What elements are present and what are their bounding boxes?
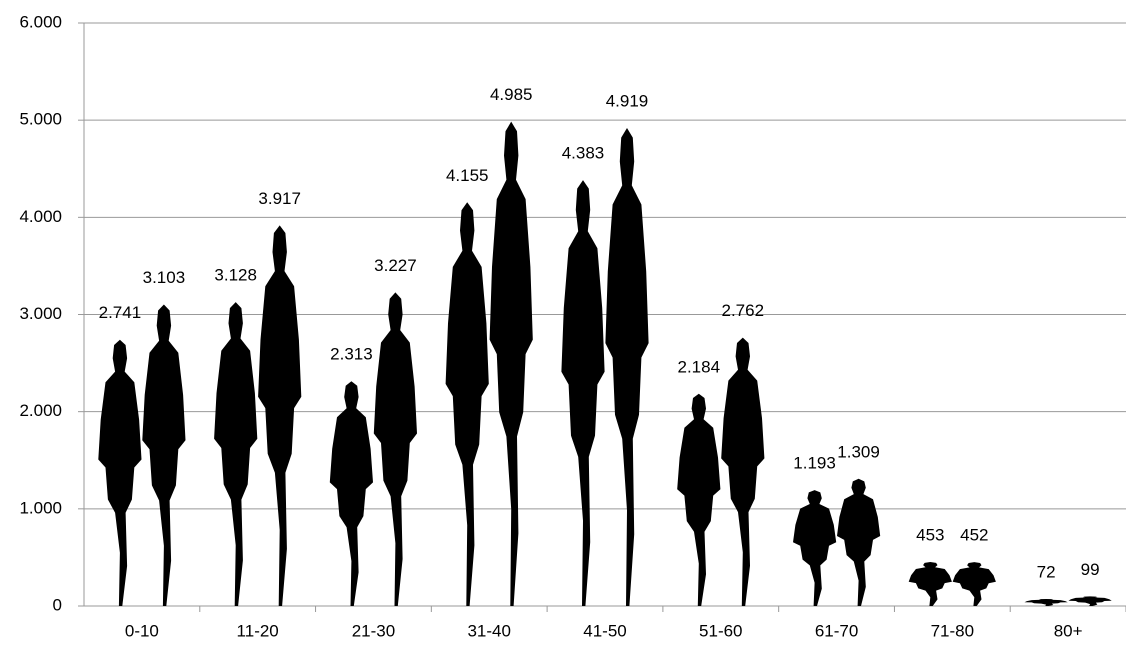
value-label: 3.103 — [143, 268, 186, 287]
runner — [489, 121, 533, 606]
value-label: 4.919 — [606, 92, 649, 111]
y-tick-label: 0 — [53, 595, 62, 614]
runner — [677, 393, 721, 606]
x-tick-label: 41-50 — [583, 621, 626, 640]
y-tick-label: 6.000 — [19, 12, 62, 31]
value-label: 453 — [916, 525, 944, 544]
value-label: 4.383 — [562, 144, 605, 163]
runner — [952, 562, 996, 606]
runner — [837, 478, 881, 606]
x-tick-label: 21-30 — [352, 621, 395, 640]
value-label: 2.184 — [678, 357, 721, 376]
value-label: 4.985 — [490, 85, 533, 104]
value-label: 99 — [1081, 560, 1100, 579]
runner — [793, 490, 837, 606]
y-tick-label: 1.000 — [19, 498, 62, 517]
value-label: 3.227 — [374, 256, 417, 275]
y-tick-label: 5.000 — [19, 110, 62, 129]
runner — [605, 128, 649, 606]
runner — [561, 180, 605, 606]
x-tick-label: 51-60 — [699, 621, 742, 640]
value-label: 2.741 — [99, 303, 142, 322]
runner — [1024, 599, 1068, 606]
y-tick-label: 2.000 — [19, 401, 62, 420]
runner — [329, 381, 373, 606]
value-label: 1.193 — [793, 454, 836, 473]
y-tick-label: 3.000 — [19, 304, 62, 323]
runner — [142, 304, 186, 606]
runner — [908, 562, 952, 606]
y-tick-label: 4.000 — [19, 207, 62, 226]
x-tick-label: 11-20 — [237, 621, 279, 640]
value-label: 4.155 — [446, 166, 489, 185]
value-label: 3.917 — [258, 189, 301, 208]
value-label: 72 — [1037, 562, 1056, 581]
runner — [1068, 596, 1112, 606]
runner — [214, 302, 258, 606]
x-tick-label: 80+ — [1054, 621, 1083, 640]
runner — [445, 202, 489, 607]
value-label: 1.309 — [837, 442, 880, 461]
runner — [373, 292, 417, 606]
value-label: 2.313 — [330, 345, 373, 364]
value-label: 452 — [960, 526, 988, 545]
x-tick-label: 61-70 — [815, 621, 858, 640]
runner — [258, 225, 302, 606]
x-tick-label: 71-80 — [931, 621, 974, 640]
value-label: 3.128 — [214, 266, 257, 285]
runner — [98, 339, 142, 606]
x-tick-label: 31-40 — [467, 621, 510, 640]
x-tick-label: 0-10 — [125, 621, 159, 640]
runner — [721, 337, 765, 606]
value-label: 2.762 — [722, 301, 765, 320]
